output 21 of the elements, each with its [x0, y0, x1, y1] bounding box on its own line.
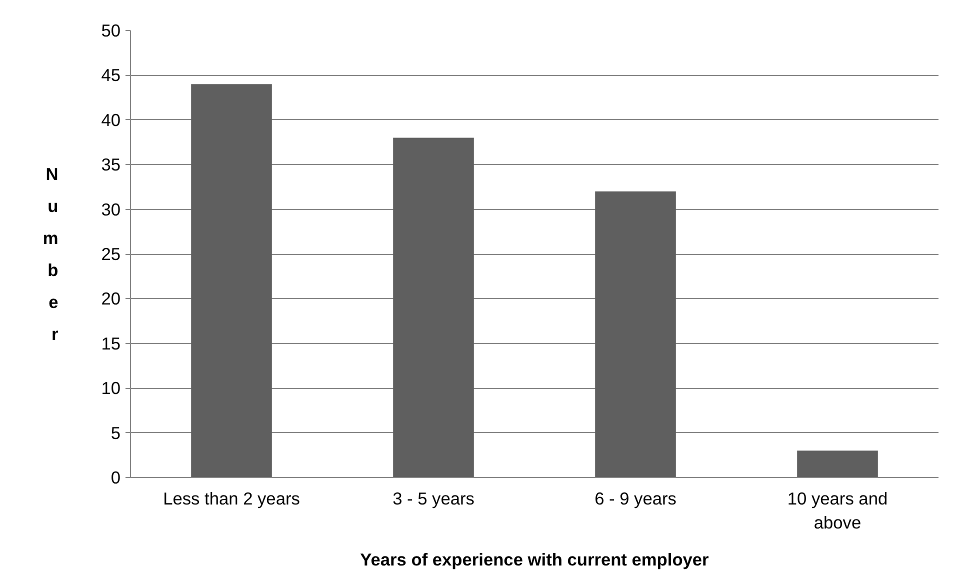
y-tick-label: 15 [101, 333, 121, 354]
y-tick-label: 35 [101, 154, 121, 175]
x-tick-label: 3 - 5 years [392, 488, 475, 508]
x-tick-label: 10 years and above [787, 488, 888, 532]
y-tick-label: 45 [101, 65, 121, 86]
y-tick-label: 30 [101, 199, 121, 220]
x-axis-title: Years of experience with current employer [360, 550, 710, 570]
bar [797, 450, 878, 478]
y-tick-label: 10 [101, 378, 121, 398]
x-tick-label: 6 - 9 years [594, 488, 677, 508]
y-axis-title: Number [42, 164, 59, 344]
y-tick-label: 5 [110, 422, 121, 443]
bar [595, 191, 676, 478]
y-tick-label: 0 [110, 468, 121, 488]
y-tick-label: 20 [101, 288, 121, 309]
y-tick-label: 50 [101, 20, 121, 40]
y-tick-label: 25 [101, 244, 121, 264]
bar [191, 84, 272, 478]
x-tick-label: Less than 2 years [163, 488, 300, 508]
y-tick-label: 40 [101, 110, 121, 130]
bar [393, 138, 474, 478]
